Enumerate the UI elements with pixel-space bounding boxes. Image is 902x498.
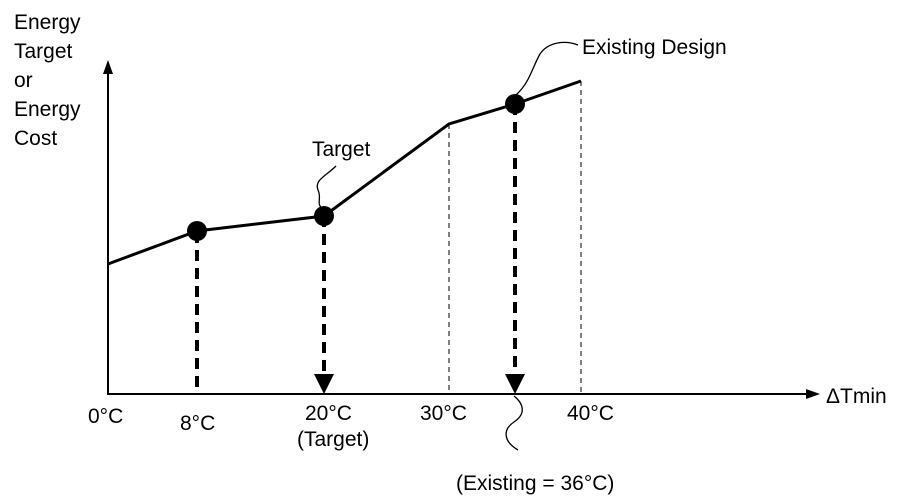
target-callout-squiggle	[316, 165, 337, 209]
point-target	[314, 206, 334, 226]
tick-label-20: 20°C	[305, 402, 352, 425]
x-axis-label: ΔTmin	[826, 385, 887, 408]
target-annotation: Target	[312, 138, 371, 161]
tick-label-0: 0°C	[88, 405, 123, 428]
point-existing	[505, 94, 525, 114]
y-axis-label-line-1: Energy	[14, 11, 81, 34]
existing-design-callout-squiggle	[515, 41, 579, 96]
y-axis-label-line-4: Energy	[14, 98, 81, 121]
tick-label-8: 8°C	[180, 412, 215, 435]
tick-label-40: 40°C	[567, 402, 614, 425]
energy-curve	[107, 79, 582, 266]
y-axis-arrowhead	[103, 60, 113, 74]
existing-arrowhead	[505, 374, 525, 394]
target-arrowhead	[314, 374, 334, 394]
tick-label-30: 30°C	[420, 402, 467, 425]
tick-label-existing-sub: (Existing = 36°C)	[456, 472, 614, 495]
existing-value-callout-squiggle	[505, 395, 523, 451]
x-axis-arrowhead	[806, 389, 820, 399]
tick-label-target-sub: (Target)	[297, 428, 369, 451]
y-axis-label-line-5: Cost	[14, 127, 57, 150]
y-axis-label-line-3: or	[14, 69, 33, 92]
point-8	[187, 221, 207, 241]
y-axis-label-line-2: Target	[14, 40, 73, 63]
existing-design-annotation: Existing Design	[582, 36, 727, 59]
